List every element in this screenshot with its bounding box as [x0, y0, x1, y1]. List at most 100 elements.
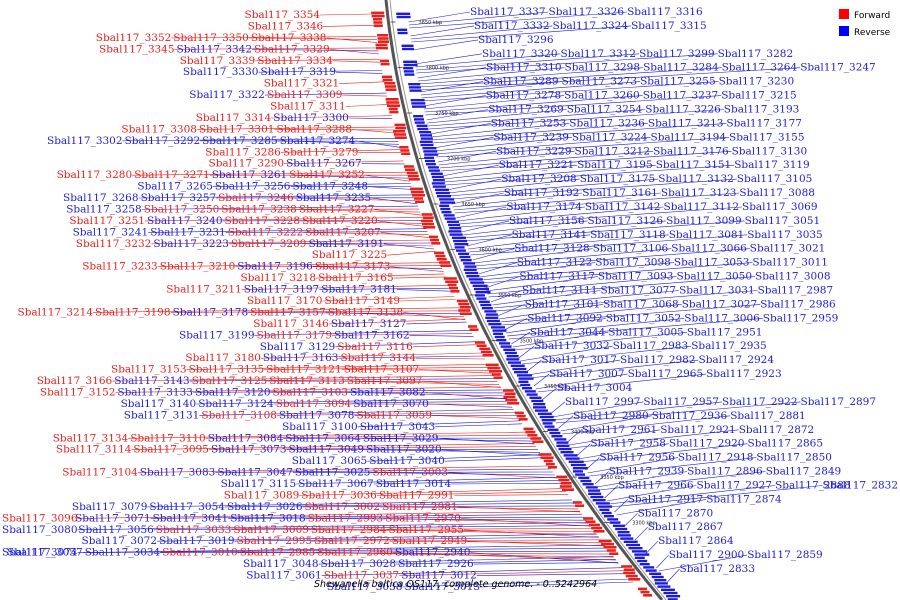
- reverse-gene-mark: [449, 227, 462, 230]
- forward-gene-mark: [459, 306, 471, 309]
- gene-connector-right: [419, 67, 801, 91]
- gene-connector-right: [410, 25, 475, 37]
- gene-label-left: Sbal117_3002: [305, 501, 381, 513]
- kbp-tick-label: 3500 kbp: [520, 339, 544, 345]
- gene-label-right: Sbal117_3111: [522, 285, 598, 297]
- gene-connector-left: [412, 344, 478, 348]
- gene-label-left: Sbal117_2993: [308, 512, 384, 524]
- forward-gene-mark: [598, 539, 612, 543]
- reverse-gene-mark: [480, 303, 492, 307]
- gene-connector-right: [410, 25, 553, 40]
- gene-label-right: Sbal117_3044: [530, 326, 606, 338]
- gene-label-left: Sbal117_3329: [254, 43, 330, 55]
- reverse-gene-mark: [448, 230, 462, 233]
- gene-label-left: Sbal117_3251: [69, 215, 145, 227]
- gene-label-left: Sbal117_3074: [2, 547, 78, 559]
- gene-connector-right: [587, 457, 678, 474]
- forward-gene-mark: [482, 354, 494, 357]
- gene-label-left: Sbal117_3036: [301, 490, 377, 502]
- reverse-gene-mark: [425, 163, 436, 166]
- gene-label-left: Sbal117_2985: [240, 547, 316, 559]
- gene-label-right: Sbal117_3299: [639, 48, 715, 60]
- gene-label-left: Sbal117_3285: [202, 135, 278, 147]
- gene-connector-left: [260, 352, 483, 359]
- gene-label-left: Sbal117_3110: [130, 432, 206, 444]
- gene-connector-right: [560, 415, 652, 432]
- forward-gene-mark: [523, 427, 534, 431]
- gene-label-left: Sbal117_3082: [350, 387, 426, 399]
- gene-connector-right: [469, 234, 669, 253]
- gene-connector-right: [446, 178, 502, 191]
- gene-label-left: Sbal117_3043: [360, 421, 436, 433]
- reverse-gene-mark: [485, 316, 499, 319]
- gene-label-left: Sbal117_3129: [260, 341, 336, 353]
- forward-gene-mark: [543, 459, 553, 463]
- gene-connector-right: [624, 513, 638, 527]
- gene-label-left: Sbal117_3198: [95, 306, 171, 318]
- gene-label-right: Sbal117_3212: [575, 145, 651, 157]
- gene-label-left: Sbal117_3061: [246, 570, 322, 582]
- gene-connector-left: [225, 231, 428, 233]
- gene-connector-left: [271, 115, 392, 119]
- gene-label-right: Sbal117_3337: [470, 6, 546, 18]
- reverse-gene-mark: [503, 348, 516, 351]
- gene-connector-left: [396, 289, 453, 292]
- reverse-gene-mark: [599, 508, 610, 511]
- gene-label-left: Sbal117_3350: [173, 32, 249, 44]
- forward-gene-mark: [377, 34, 389, 37]
- reverse-gene-mark: [628, 547, 643, 550]
- gene-connector-left: [287, 174, 409, 179]
- forward-gene-mark: [491, 373, 501, 376]
- gene-label-left: Sbal117_3241: [73, 226, 149, 238]
- gene-connector-right: [504, 318, 528, 331]
- reverse-gene-mark: [603, 515, 614, 518]
- gene-connector-right: [535, 373, 628, 390]
- forward-gene-mark: [558, 478, 570, 482]
- gene-label-left: Sbal117_3121: [266, 364, 342, 376]
- gene-connector-right: [421, 81, 641, 99]
- gene-label-right: Sbal117_2951: [687, 326, 763, 338]
- forward-gene-mark: [421, 213, 433, 216]
- gene-label-left: Sbal117_3057: [7, 547, 83, 559]
- reverse-gene-mark: [518, 380, 529, 383]
- gene-label-left: Sbal117_3321: [264, 78, 340, 90]
- gene-connector-left: [156, 533, 597, 542]
- kbp-tick-label: 3600 kbp: [478, 248, 502, 254]
- gene-label-right: Sbal117_3208: [501, 173, 577, 185]
- gene-connector-left: [231, 528, 593, 531]
- forward-gene-mark: [404, 168, 415, 171]
- gene-connector-left: [296, 209, 421, 213]
- gene-connector-right: [438, 151, 575, 166]
- gene-label-left: Sbal117_3178: [173, 306, 249, 318]
- gene-label-right: Sbal117_3130: [732, 145, 808, 157]
- forward-gene-mark: [395, 126, 407, 130]
- forward-gene-mark: [384, 82, 396, 85]
- gene-connector-left: [402, 578, 632, 588]
- gene-label-right: Sbal117_2965: [628, 368, 704, 380]
- kbp-tick-label: 3450 kbp: [544, 384, 568, 390]
- gene-label-right: Sbal117_3093: [598, 271, 674, 283]
- gene-label-right: Sbal117_3011: [752, 257, 828, 269]
- gene-connector-right: [430, 123, 491, 135]
- reverse-gene-mark: [575, 473, 586, 476]
- legend: Forward Reverse: [839, 9, 891, 38]
- reverse-gene-mark: [578, 476, 590, 479]
- reverse-gene-mark: [549, 431, 561, 435]
- forward-gene-mark: [376, 46, 388, 50]
- forward-gene-mark: [525, 430, 536, 434]
- gene-connector-right: [514, 332, 687, 351]
- gene-connector-right: [493, 290, 680, 309]
- reverse-gene-mark: [440, 207, 451, 211]
- gene-connector-right: [459, 206, 743, 228]
- gene-label-right: Sbal117_2983: [613, 340, 689, 352]
- gene-label-right: Sbal117_2997: [565, 396, 641, 408]
- reverse-gene-mark: [554, 438, 567, 441]
- gene-connector-left: [267, 380, 498, 382]
- gene-label-left: Sbal117_3238: [221, 204, 297, 216]
- reverse-gene-mark: [570, 463, 586, 467]
- gene-label-left: Sbal117_3342: [177, 43, 253, 55]
- gene-label-left: Sbal117_3104: [62, 467, 138, 479]
- gene-label-right: Sbal117_3119: [734, 159, 810, 171]
- gene-label-left: Sbal117_3029: [363, 432, 439, 444]
- forward-gene-mark: [394, 123, 406, 127]
